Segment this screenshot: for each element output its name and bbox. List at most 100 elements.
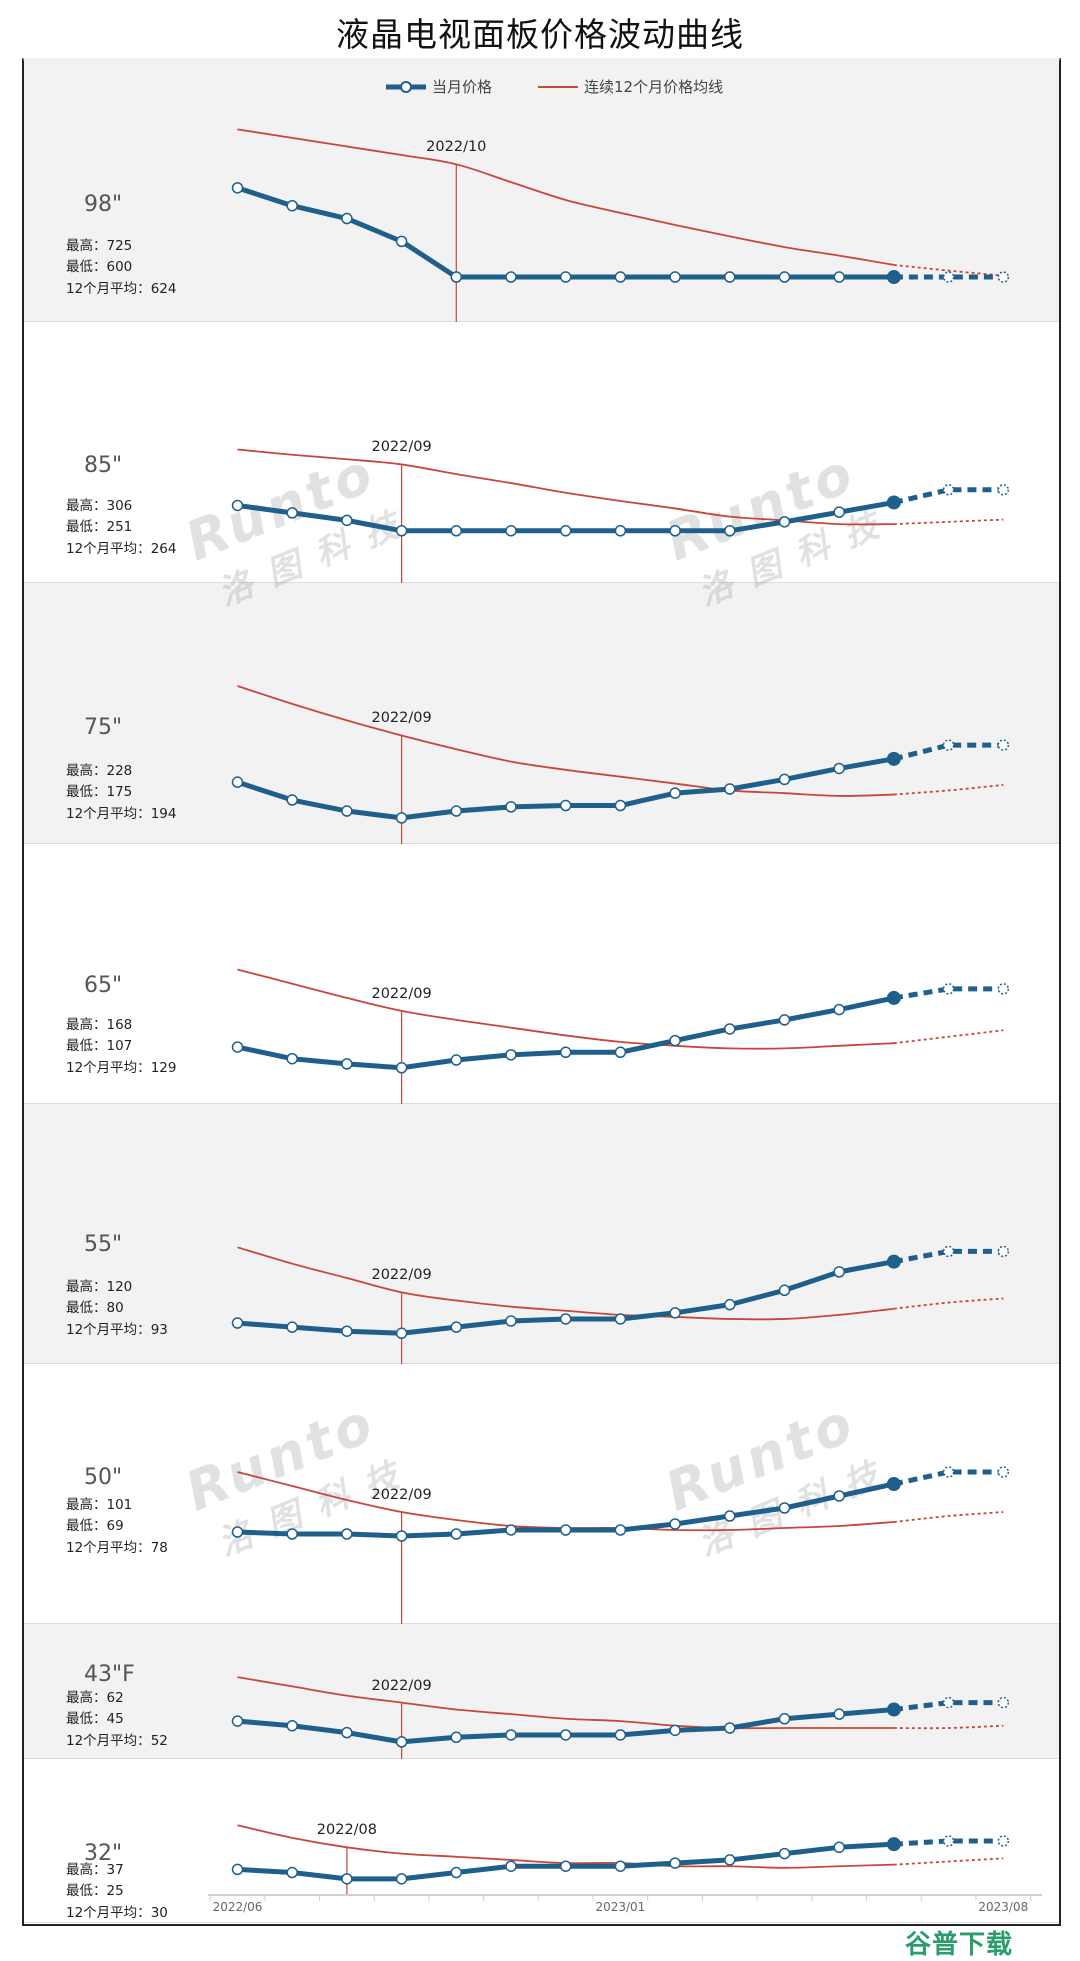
current-price-point (833, 506, 845, 518)
forecast-price-point (942, 1835, 955, 1847)
marker-label: 2022/09 (371, 985, 432, 1002)
current-price-point (833, 1003, 845, 1016)
stat-avg12: 12个月平均：93 (66, 1322, 168, 1338)
legend-current-line-icon (386, 80, 426, 93)
stat-min: 最低：107 (66, 1038, 133, 1054)
current-price-point (450, 1866, 463, 1879)
current-price-point (395, 1736, 408, 1748)
avg-forecast-line (893, 264, 1004, 277)
stat-avg12: 12个月平均：78 (66, 1540, 168, 1556)
current-price-point (505, 1524, 517, 1536)
current-price-point (450, 1528, 463, 1540)
current-price-point (341, 1528, 353, 1540)
marker-label: 2022/08 (316, 1822, 378, 1839)
current-price-point (614, 271, 627, 283)
current-price-point (669, 1034, 681, 1047)
current-price-point (559, 1729, 572, 1741)
avg-forecast-line (893, 1511, 1004, 1523)
legend-avg-label: 连续12个月价格均线 (584, 78, 724, 96)
current-price-point (724, 783, 736, 795)
forecast-price-point (997, 271, 1010, 283)
marker-label: 2022/09 (371, 439, 432, 456)
current-price-point (505, 525, 517, 537)
legend-item-current: 当月价格 (384, 76, 492, 97)
marker-label: 2022/09 (371, 1487, 432, 1503)
current-price-point (724, 1854, 736, 1866)
current-price-point (505, 271, 517, 283)
stat-max: 最高：228 (66, 763, 133, 779)
current-price-point (669, 787, 681, 799)
current-price-point (559, 271, 572, 283)
stat-max: 最高：168 (66, 1017, 133, 1033)
current-price-point (669, 271, 681, 283)
current-price-point (341, 1058, 353, 1070)
current-price-point (505, 801, 517, 813)
current-price-point (341, 212, 353, 225)
current-price-point (286, 507, 298, 519)
current-price-point (286, 1528, 298, 1540)
current-price-point (231, 1863, 244, 1876)
current-price-point (286, 1866, 298, 1879)
avg-line (237, 128, 895, 266)
current-price-point (778, 1502, 791, 1514)
current-price-point (341, 514, 353, 527)
x-tick-label: 2023/01 (595, 1900, 646, 1914)
current-price-point-latest (886, 495, 901, 510)
marker-label: 2022/09 (371, 1267, 432, 1284)
current-price-point (833, 271, 845, 283)
x-tick-label: 2023/08 (978, 1900, 1029, 1914)
current-price-point-latest (886, 1254, 901, 1269)
avg-line (237, 1676, 894, 1730)
legend-item-avg: 连续12个月价格均线 (536, 76, 723, 97)
avg-forecast-line (893, 1297, 1004, 1310)
stat-max: 最高：725 (66, 238, 133, 254)
current-price-point (395, 1062, 408, 1074)
current-price-point (286, 1321, 298, 1333)
current-price-point (778, 271, 791, 283)
forecast-price-point (942, 739, 955, 751)
current-price-point (669, 525, 681, 537)
current-forecast-line (893, 487, 1004, 505)
current-forecast-line (893, 1248, 1004, 1265)
current-price-point (724, 1298, 736, 1311)
avg-line (237, 1246, 895, 1321)
current-price-point (559, 525, 572, 537)
forecast-price-point (997, 1696, 1010, 1709)
current-price-point (341, 805, 353, 817)
current-price-point (833, 1266, 845, 1278)
current-price-point (231, 1715, 244, 1727)
marker-label: 2022/09 (371, 710, 432, 727)
stat-min: 最低：251 (66, 519, 133, 535)
current-price-point (559, 1046, 572, 1059)
current-price-point (231, 776, 244, 788)
avg-forecast-line (893, 1029, 1004, 1045)
legend-avg-line-icon (538, 85, 578, 88)
current-price-point (778, 1284, 791, 1297)
avg-line (237, 1471, 894, 1532)
current-price-point (724, 1510, 736, 1522)
panel-7: 32" 最高：37 最低：25 12个月平均：30 (24, 1759, 1059, 1923)
current-forecast-line (893, 1469, 1004, 1487)
current-price-point (341, 1873, 353, 1885)
current-price-point (231, 1317, 244, 1329)
current-price-point (505, 1729, 517, 1741)
current-price-point (614, 1524, 627, 1536)
current-price-point (231, 1041, 244, 1053)
forecast-price-point (997, 739, 1010, 751)
avg-forecast-line (893, 518, 1004, 525)
current-price-point-latest (886, 1477, 901, 1491)
stat-min: 最低：80 (66, 1300, 124, 1316)
current-price-point-latest (886, 1702, 901, 1717)
current-price-point (286, 1052, 298, 1065)
current-price-point (559, 1860, 572, 1872)
current-price-point (395, 812, 408, 824)
stat-min: 最低：175 (66, 784, 133, 800)
current-price-point (231, 182, 244, 194)
avg-line (237, 968, 894, 1050)
current-price-point (559, 1313, 572, 1325)
forecast-price-point (997, 1835, 1010, 1847)
current-price-point (505, 1315, 517, 1327)
current-price-point-latest (886, 751, 901, 766)
stat-avg12: 12个月平均：194 (66, 806, 177, 822)
stat-avg12: 12个月平均：624 (66, 281, 177, 297)
